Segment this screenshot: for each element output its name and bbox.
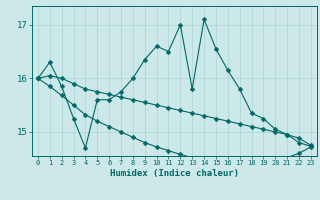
X-axis label: Humidex (Indice chaleur): Humidex (Indice chaleur): [110, 169, 239, 178]
